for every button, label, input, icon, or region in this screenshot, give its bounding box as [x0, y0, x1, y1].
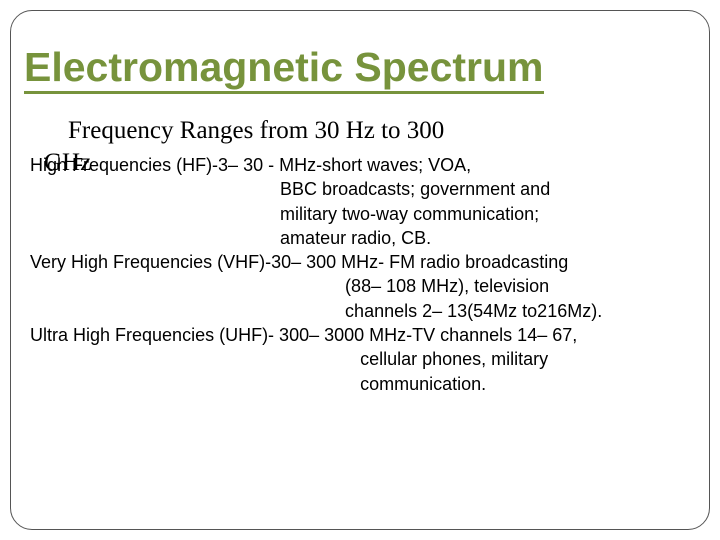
- slide-subtitle: Frequency Ranges from 30 Hz to 300: [68, 117, 444, 146]
- slide: Electromagnetic Spectrum Frequency Range…: [0, 0, 720, 540]
- slide-title: Electromagnetic Spectrum: [24, 44, 544, 94]
- slide-body: High Frequencies (HF)-3– 30 - MHz-short …: [30, 153, 690, 396]
- title-text: Electromagnetic Spectrum: [24, 44, 544, 94]
